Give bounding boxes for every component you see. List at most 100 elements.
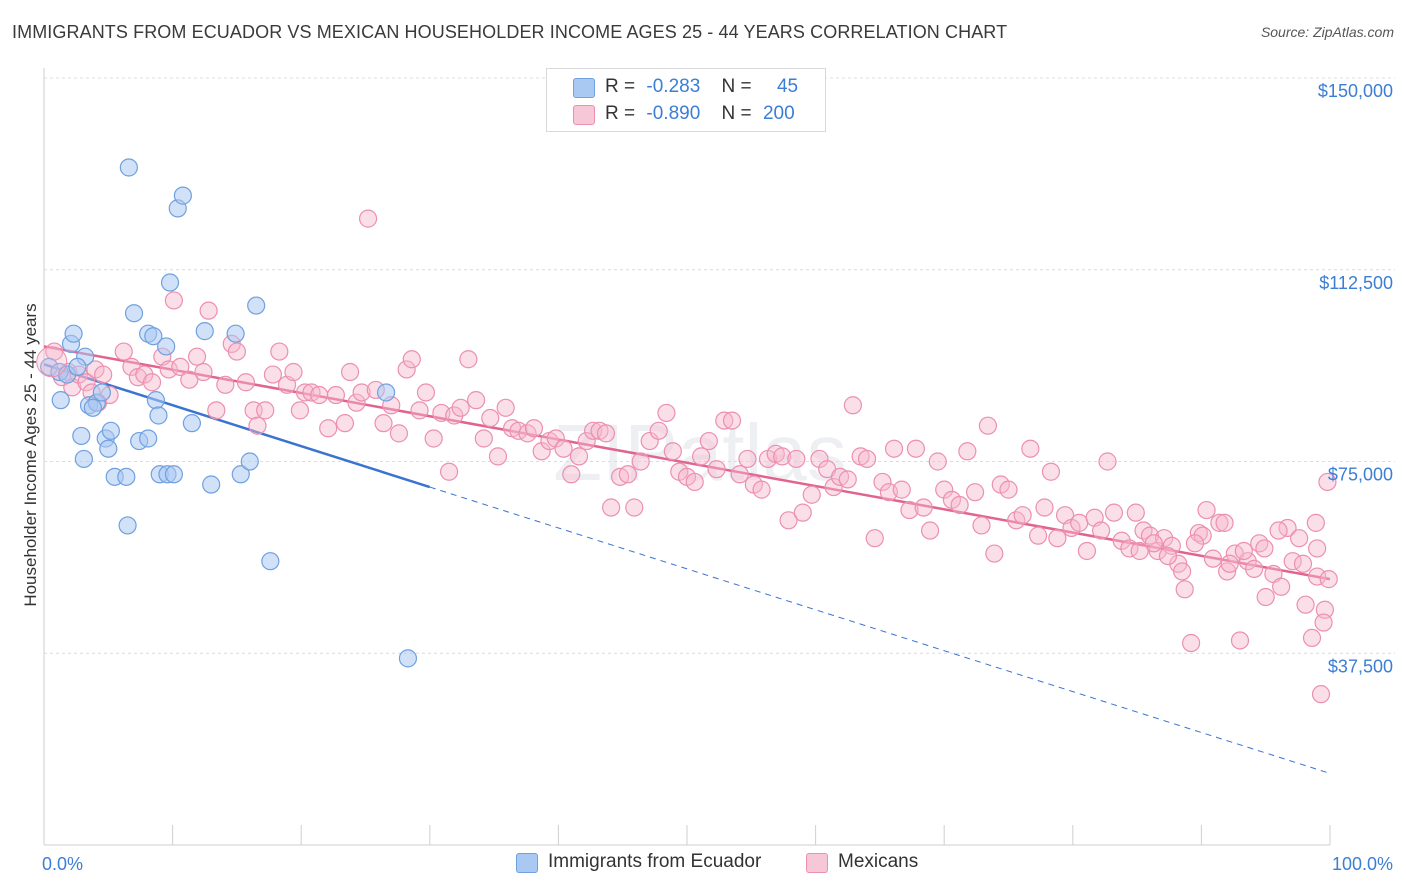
ecuador-point: [124, 304, 144, 323]
mexicans-point: [685, 472, 704, 492]
mexicans-point: [1234, 541, 1253, 561]
mexicans-point: [481, 408, 500, 428]
mexicans-point: [402, 350, 421, 369]
mexicans-point: [159, 360, 178, 379]
data-points: [36, 158, 1338, 704]
ecuador-point: [146, 391, 165, 410]
mexicans-legend-label: Mexicans: [838, 851, 919, 872]
tick-labels: $37,500 $75,000 $112,500 $150,000 0.0% 100.0%: [42, 81, 1393, 874]
mexicans-point: [873, 472, 892, 492]
mexicans-point: [416, 383, 436, 402]
ecuador-point: [72, 426, 91, 446]
ecuador-point: [173, 186, 192, 205]
correlation-legend: R = -0.283 N = 45 R = -0.890 N = 200: [546, 68, 826, 132]
ecuador-point: [182, 414, 201, 433]
mexicans-point: [1311, 685, 1331, 704]
ecuador-point: [74, 449, 93, 469]
mexicans-point: [602, 498, 621, 517]
mexicans-point: [340, 362, 360, 382]
ecuador-point: [240, 452, 259, 471]
r-value: -0.890: [646, 103, 701, 124]
mexicans-point: [1220, 554, 1239, 573]
ecuador-swatch: [573, 78, 595, 98]
mexicans-point: [310, 385, 329, 405]
mexicans-point: [451, 398, 470, 417]
mexicans-point: [1112, 531, 1131, 550]
ecuador-point: [164, 465, 183, 484]
mexicans-point: [1245, 559, 1264, 578]
ecuador-point: [119, 158, 138, 177]
mexicans-point: [263, 365, 283, 384]
mexicans-point: [914, 498, 933, 517]
mexicans-point: [707, 460, 726, 479]
mexicans-point: [424, 429, 443, 448]
ecuador-point: [376, 383, 396, 402]
mexicans-point: [36, 346, 68, 378]
ecuador-point: [202, 475, 221, 494]
mexicans-point: [335, 414, 355, 433]
ecuador-point: [117, 467, 136, 486]
mexicans-point: [1269, 521, 1288, 540]
mexicans-point: [319, 419, 338, 438]
y-tick-label: $150,000: [1318, 81, 1393, 101]
mexicans-point: [554, 439, 573, 458]
mexicans-trend-line: [43, 345, 1331, 581]
mexicans-point: [787, 449, 806, 469]
mexicans-point: [1255, 539, 1274, 558]
mexicans-point: [884, 439, 904, 458]
mexicans-point: [1193, 526, 1212, 545]
r-value: -0.283: [646, 76, 701, 97]
mexicans-point: [290, 401, 310, 420]
mexicans-point: [524, 419, 544, 438]
mexicans-point: [1158, 546, 1178, 566]
mexicans-point: [1319, 570, 1338, 589]
mexicans-point: [352, 383, 371, 402]
mexicans-point: [199, 301, 218, 320]
mexicans-point: [216, 375, 235, 394]
mexicans-point: [692, 447, 711, 466]
mexicans-point: [1302, 628, 1322, 648]
mexicans-point: [1077, 541, 1097, 561]
mexicans-point: [1182, 633, 1201, 653]
mexicans-point: [227, 342, 246, 361]
mexicans-point: [248, 416, 267, 435]
mexicans-point: [1144, 534, 1163, 553]
ecuador-point: [92, 383, 111, 402]
mexicans-point: [135, 365, 154, 384]
ecuador-legend-label: Immigrants from Ecuador: [548, 851, 762, 872]
mexicans-point: [358, 209, 378, 228]
mexicans-point: [1318, 472, 1337, 492]
mexicans-point: [466, 391, 486, 410]
mexicans-point: [142, 373, 162, 392]
mexicans-point: [114, 342, 133, 361]
n-value: 45: [776, 76, 799, 97]
mexicans-point: [77, 373, 96, 392]
mexicans-point: [1210, 513, 1229, 532]
mexicans-point: [532, 442, 551, 461]
mexicans-point: [965, 483, 985, 502]
mexicans-point: [1048, 529, 1067, 548]
mexicans-point: [1070, 513, 1089, 532]
ecuador-point: [83, 398, 102, 417]
ecuador-point: [101, 421, 120, 440]
mexicans-point: [1130, 541, 1149, 561]
mexicans-point: [1013, 506, 1032, 525]
chart-source: Source: ZipAtlas.com: [1260, 24, 1394, 40]
ecuador-trend-projection: [429, 486, 1331, 774]
mexicans-point: [207, 401, 226, 420]
mexicans-point: [1035, 498, 1054, 517]
mexicans-point: [928, 452, 947, 471]
mexicans-point: [295, 383, 315, 402]
mexicans-point: [1126, 503, 1145, 522]
mexicans-point: [577, 431, 596, 451]
mexicans-point: [459, 350, 478, 369]
mexicans-point: [171, 357, 190, 377]
y-axis-label: Householder Income Ages 25 - 44 years: [21, 303, 40, 606]
mexicans-point: [935, 480, 954, 499]
mexicans-point: [389, 424, 409, 443]
y-tick-label: $112,500: [1319, 273, 1393, 293]
mexicans-point: [649, 421, 668, 440]
mexicans-point: [793, 503, 812, 522]
mexicans-point: [1308, 539, 1327, 558]
y-tick-label: $37,500: [1328, 656, 1393, 676]
